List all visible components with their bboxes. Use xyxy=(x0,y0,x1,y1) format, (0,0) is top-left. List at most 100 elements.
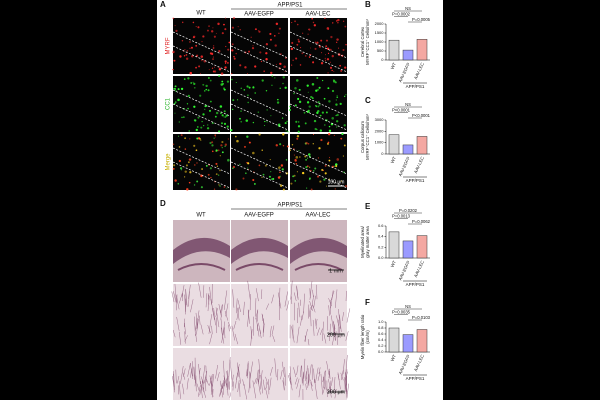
cell xyxy=(298,88,301,91)
y-tick-label: 1000 xyxy=(375,140,385,145)
fiber xyxy=(237,307,240,321)
cell xyxy=(276,101,280,104)
bar xyxy=(416,329,428,353)
cell xyxy=(247,162,250,165)
cell xyxy=(211,141,214,144)
fiber xyxy=(312,319,315,336)
cell xyxy=(188,130,190,132)
y-tick-label: 0 xyxy=(381,57,384,62)
cell xyxy=(307,109,310,112)
fiber xyxy=(232,381,234,391)
cell xyxy=(294,104,297,107)
y-tick-label: 500 xyxy=(377,48,384,53)
cell xyxy=(224,143,228,146)
fiber xyxy=(329,368,331,380)
cell xyxy=(183,78,186,80)
fiber xyxy=(313,368,315,383)
tissue xyxy=(231,237,288,264)
cell xyxy=(184,49,186,51)
cell xyxy=(231,78,233,81)
cell xyxy=(177,88,180,91)
cell xyxy=(334,188,336,190)
fiber xyxy=(330,315,335,335)
y-tick-label: 0.2 xyxy=(378,343,384,348)
cell xyxy=(282,144,285,147)
cell xyxy=(317,105,320,108)
cell xyxy=(303,111,306,114)
fiber xyxy=(176,316,180,331)
fiber xyxy=(289,372,293,391)
cell xyxy=(209,52,212,55)
cell xyxy=(185,57,189,60)
cell xyxy=(291,144,294,146)
bar xyxy=(416,136,428,155)
micrograph xyxy=(290,18,347,74)
cell xyxy=(182,116,185,119)
fiber xyxy=(287,375,292,385)
cell xyxy=(217,22,220,26)
cell xyxy=(194,119,197,122)
cell xyxy=(316,88,320,91)
fiber xyxy=(238,366,241,384)
fiber xyxy=(173,291,177,303)
cell xyxy=(195,26,197,28)
fiber xyxy=(195,334,197,342)
fiber xyxy=(175,369,177,384)
cell xyxy=(344,25,347,28)
cell xyxy=(204,105,207,108)
fiber xyxy=(286,300,290,311)
micrograph xyxy=(173,18,230,74)
cell xyxy=(290,182,293,185)
group-header: APP/PS1 xyxy=(277,203,303,209)
cell xyxy=(195,54,199,57)
cell xyxy=(223,116,225,118)
fiber xyxy=(328,305,330,316)
cell xyxy=(283,65,286,68)
significance-label: P=0.0005 xyxy=(412,17,431,22)
cell xyxy=(174,112,176,114)
cell xyxy=(279,184,283,187)
fiber xyxy=(184,294,186,312)
cell xyxy=(269,159,271,161)
cell xyxy=(329,156,331,158)
cell xyxy=(226,61,229,64)
cell xyxy=(312,133,315,136)
cell xyxy=(312,143,314,145)
cell xyxy=(185,54,188,56)
fiber xyxy=(196,318,199,335)
cell xyxy=(257,30,259,32)
fiber xyxy=(220,304,223,314)
fiber xyxy=(187,362,191,377)
cell xyxy=(324,164,327,167)
cell xyxy=(317,101,320,104)
fiber xyxy=(313,295,316,309)
cell xyxy=(217,174,220,176)
y-tick-label: 0.6 xyxy=(378,223,384,228)
cell xyxy=(206,29,209,32)
cell xyxy=(172,68,174,71)
cell xyxy=(343,144,346,147)
cell xyxy=(193,105,196,108)
cell xyxy=(310,95,313,99)
cell xyxy=(321,168,324,172)
cell xyxy=(264,120,266,123)
micrographs xyxy=(171,16,351,400)
cell xyxy=(265,43,269,46)
cell xyxy=(214,66,216,68)
cell xyxy=(279,175,281,178)
fiber xyxy=(223,381,225,395)
cell xyxy=(339,64,341,67)
fiber xyxy=(237,300,241,313)
cell xyxy=(308,56,311,58)
cell xyxy=(282,76,285,79)
cell xyxy=(282,188,285,191)
cell xyxy=(342,155,344,157)
fiber xyxy=(252,380,257,399)
cell xyxy=(239,117,241,120)
cell xyxy=(279,62,281,65)
cell xyxy=(323,97,326,100)
cell xyxy=(275,22,279,26)
fiber xyxy=(255,288,259,302)
cell xyxy=(338,47,340,49)
cell xyxy=(246,135,249,138)
